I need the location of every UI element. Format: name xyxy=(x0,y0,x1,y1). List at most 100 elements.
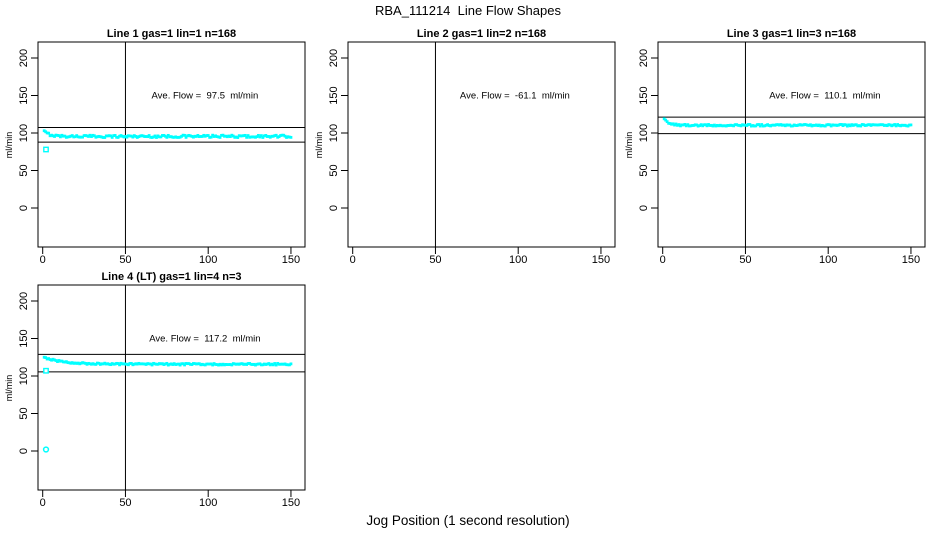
data-point xyxy=(686,123,690,127)
data-point xyxy=(218,362,222,366)
data-point xyxy=(698,124,702,127)
data-point xyxy=(273,362,277,365)
data-point xyxy=(236,362,240,366)
ave-flow-annotation: Ave. Flow = 97.5 ml/min xyxy=(152,91,259,102)
data-point xyxy=(103,361,107,365)
data-point xyxy=(215,363,219,366)
data-point xyxy=(166,133,170,137)
data-point xyxy=(736,123,740,127)
data-point xyxy=(684,124,688,128)
data-point xyxy=(85,134,89,138)
data-point xyxy=(146,135,150,139)
data-point xyxy=(230,363,234,367)
data-point xyxy=(104,134,108,138)
data-point xyxy=(841,124,845,128)
data-point xyxy=(57,134,61,138)
data-point xyxy=(137,361,141,365)
data-point xyxy=(872,123,876,127)
data-point xyxy=(128,362,132,365)
data-point xyxy=(745,124,749,127)
data-point xyxy=(891,123,895,127)
data-point xyxy=(726,124,730,127)
data-point xyxy=(882,124,886,127)
data-point xyxy=(868,123,871,127)
data-point xyxy=(200,362,204,366)
data-point xyxy=(91,133,95,137)
y-axis-unit-label: ml/min xyxy=(624,132,634,159)
data-point xyxy=(172,362,176,366)
data-point xyxy=(153,362,157,366)
data-point xyxy=(202,133,206,137)
data-point xyxy=(851,124,855,127)
data-point xyxy=(289,362,293,366)
data-point xyxy=(94,363,98,366)
data-point xyxy=(116,136,120,139)
data-point xyxy=(56,360,59,364)
data-point xyxy=(788,123,792,127)
panel-title: Line 1 gas=1 lin=1 n=168 xyxy=(107,28,236,40)
data-point xyxy=(218,136,222,139)
data-point xyxy=(50,133,53,137)
data-point xyxy=(670,122,673,126)
data-point xyxy=(163,134,167,138)
data-point xyxy=(776,123,780,127)
data-point xyxy=(255,362,259,366)
data-point xyxy=(122,362,126,366)
data-point xyxy=(174,135,178,139)
data-point xyxy=(245,363,249,366)
data-point xyxy=(88,362,92,366)
data-point xyxy=(190,134,194,138)
data-point xyxy=(82,134,86,138)
data-point xyxy=(205,134,209,137)
data-point xyxy=(69,134,73,138)
data-point xyxy=(208,362,212,366)
data-point xyxy=(209,362,213,366)
data-point xyxy=(862,123,866,127)
data-point xyxy=(53,358,56,362)
data-point xyxy=(264,363,268,366)
data-point xyxy=(758,124,762,128)
x-tick-label: 150 xyxy=(282,254,300,266)
data-point xyxy=(153,134,157,138)
x-tick-label: 0 xyxy=(660,254,666,266)
data-point xyxy=(236,136,240,139)
data-point xyxy=(141,134,145,138)
data-point xyxy=(791,124,795,128)
data-point xyxy=(258,362,262,366)
data-point xyxy=(779,123,783,126)
data-point xyxy=(832,123,836,127)
data-point xyxy=(181,133,185,137)
data-point xyxy=(59,359,62,363)
data-point xyxy=(159,135,163,139)
data-point xyxy=(237,362,241,366)
y-tick-label: 150 xyxy=(328,86,340,104)
data-point xyxy=(42,129,46,133)
data-point xyxy=(257,362,260,366)
data-point xyxy=(733,123,737,127)
data-point xyxy=(730,124,734,127)
x-tick-label: 50 xyxy=(119,497,131,509)
data-point xyxy=(97,134,101,138)
data-point xyxy=(662,117,666,121)
data-point xyxy=(696,124,700,128)
data-point xyxy=(118,134,121,138)
data-point xyxy=(141,362,145,366)
data-point xyxy=(775,123,778,127)
data-point xyxy=(248,362,251,365)
data-point xyxy=(288,135,291,139)
data-point xyxy=(183,363,186,367)
data-point xyxy=(720,124,724,128)
data-point xyxy=(128,134,132,138)
data-point xyxy=(265,135,269,138)
data-point xyxy=(169,135,173,139)
data-point xyxy=(228,363,232,366)
data-point xyxy=(194,135,198,138)
data-point xyxy=(227,363,231,366)
data-point xyxy=(149,135,152,139)
panel-title: Line 4 (LT) gas=1 lin=4 n=3 xyxy=(101,271,241,283)
data-point xyxy=(159,362,163,366)
data-point xyxy=(215,135,219,139)
data-point xyxy=(270,134,274,138)
data-point xyxy=(221,362,225,366)
data-point xyxy=(844,123,848,127)
